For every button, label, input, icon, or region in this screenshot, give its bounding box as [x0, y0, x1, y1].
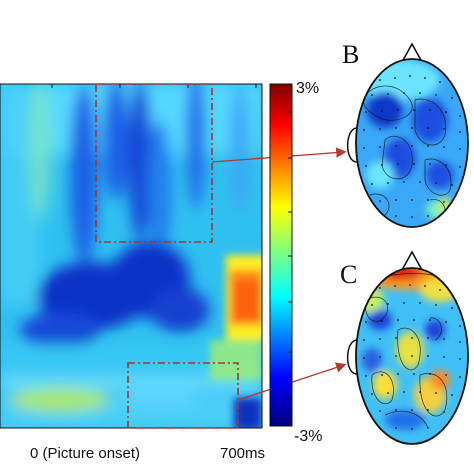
- nose-b: [401, 42, 423, 63]
- time-frequency-map: [0, 83, 263, 429]
- panel-letter-b: B: [342, 40, 359, 69]
- colorbar-max-label: 3%: [296, 80, 319, 97]
- colorbar: 3% -3%: [269, 80, 322, 445]
- ear-b: [346, 127, 358, 163]
- colorbar-min-label: -3%: [294, 428, 322, 445]
- x-axis-start-label: 0 (Picture onset): [30, 445, 140, 462]
- ear-c: [346, 339, 358, 375]
- roi-box-b: [95, 83, 213, 243]
- x-axis-end-label: 700ms: [220, 445, 265, 462]
- scalp-map-b: B: [342, 40, 469, 228]
- scalp-map-c: C: [340, 250, 469, 445]
- panel-letter-c: C: [340, 260, 357, 289]
- nose-c: [401, 250, 423, 271]
- roi-box-c: [127, 362, 239, 429]
